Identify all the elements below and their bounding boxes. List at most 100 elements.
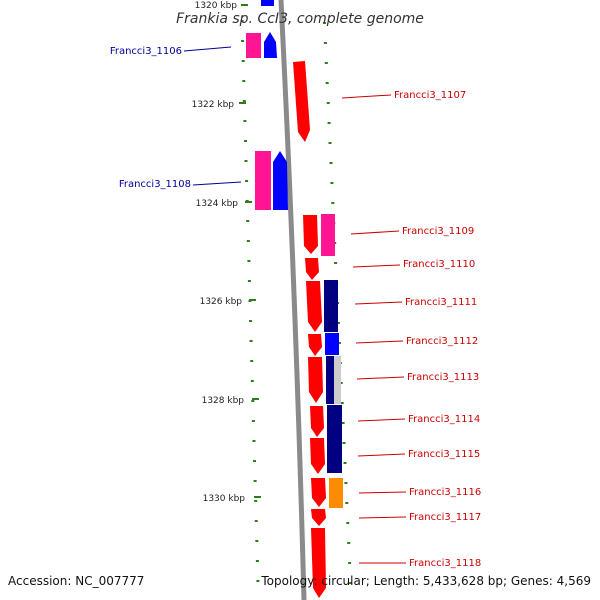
accession-text: Accession: NC_007777 [8,574,145,588]
gene-label-1108[interactable]: Francci3_1108 [119,179,191,190]
leader-1107 [341,94,392,99]
gene-label-1118[interactable]: Francci3_1118 [409,558,481,569]
gene-feature-1106-pink[interactable] [246,33,261,58]
gene-feature-1116-orange[interactable] [329,478,343,508]
gene-labels: Francci3_1106 Francci3_1107 Francci3_110… [110,46,481,569]
ruler-dot [254,520,258,522]
ruler-dot [337,342,341,344]
ruler-dot [255,560,259,562]
ruler-dot [324,62,328,64]
kbp-tick-1328 [252,398,259,400]
gene-features [246,0,343,598]
leader-1111 [354,301,403,305]
kbp-ticks: 1320 kbp 1322 kbp 1324 kbp 1326 kbp 1328… [192,1,261,504]
ruler-dot [253,480,257,482]
ruler-dot [323,42,327,44]
leader-1113 [356,376,405,380]
gene-label-1107[interactable]: Francci3_1107 [394,90,466,101]
ruler-dot [243,120,247,122]
gene-feature-1112-red[interactable] [308,334,322,356]
leader-1115 [357,453,406,457]
ruler-dot [245,180,249,182]
ruler-dot [325,82,329,84]
kbp-label-1324: 1324 kbp [196,199,239,209]
ruler-dot [242,100,246,102]
gene-feature-1112-blue[interactable] [325,333,339,355]
ruler-dot [249,340,253,342]
gene-label-1111[interactable]: Francci3_1111 [405,297,477,308]
leader-1106 [183,46,232,52]
gene-feature-1108-pink[interactable] [255,151,271,210]
leader-1108 [192,181,242,186]
ruler-dot [244,140,247,142]
ruler-dot [251,420,255,422]
gene-label-1110[interactable]: Francci3_1110 [403,259,475,270]
kbp-tick-1324 [245,201,252,203]
ruler-dot [329,162,333,164]
kbp-label-1330: 1330 kbp [203,494,246,504]
leader-1112 [355,340,404,344]
gene-feature-1107[interactable] [293,61,310,142]
gene-feature-1118[interactable] [311,528,326,598]
ruler-dot [252,440,256,442]
ruler-dot [253,460,256,462]
gene-label-1106[interactable]: Francci3_1106 [110,46,182,57]
ruler-dot [344,482,348,484]
gene-feature-1111-red[interactable] [306,281,322,332]
ruler-dot [339,382,343,384]
gene-label-1117[interactable]: Francci3_1117 [409,512,481,523]
gene-feature-1114-red[interactable] [310,406,324,437]
kbp-tick-1330 [254,496,261,498]
ruler-dot [331,202,335,204]
ruler-dot [250,360,254,362]
ruler-dot [349,582,353,584]
ruler-dot [340,402,344,404]
ruler-dot [347,542,351,544]
kbp-tick-1320 [241,4,248,6]
ruler-dot [254,500,258,502]
gene-label-1113[interactable]: Francci3_1113 [407,372,479,383]
gene-feature-1116-red[interactable] [311,478,326,507]
gene-label-1115[interactable]: Francci3_1115 [408,449,480,460]
ruler-dot [330,182,334,184]
ruler-dot [241,60,245,62]
ruler-dot [242,80,246,82]
ruler-dot [346,522,350,524]
ruler-dot [342,442,346,444]
kbp-tick-1326 [249,299,256,301]
ruler-dot [246,220,250,222]
gene-label-1116[interactable]: Francci3_1116 [409,487,481,498]
ruler-dot [255,540,259,542]
gene-label-1109[interactable]: Francci3_1109 [402,226,474,237]
gene-feature-1109-red[interactable] [303,215,318,254]
gene-feature-1108-blue[interactable] [273,151,288,210]
ruler-dot [348,562,352,564]
gene-feature-1113-red[interactable] [308,357,323,403]
ruler-dot [336,322,340,324]
ruler-dot [322,22,326,24]
gene-feature-1115-red[interactable] [310,438,325,474]
gene-feature-1110[interactable] [305,258,319,280]
left-ruler [240,20,260,582]
gene-feature-1106-blue[interactable] [264,32,277,58]
ruler-dot [327,122,331,124]
ruler-dot [247,260,251,262]
gene-feature-1111-navy[interactable] [324,280,338,332]
ruler-dot [246,240,250,242]
ruler-dot [256,580,260,582]
kbp-label-1320: 1320 kbp [195,1,238,11]
ruler-dot [240,20,244,22]
ruler-dot [241,40,245,42]
gene-feature-1113-gray[interactable] [334,356,341,404]
gene-feature-1117[interactable] [311,509,326,526]
gene-feature-1114-navy[interactable] [327,405,342,473]
leader-1117 [358,516,407,519]
ruler-dot [250,380,254,382]
gene-feature-1109-pink[interactable] [321,214,335,256]
ruler-dot [343,462,347,464]
gene-feature-1113-navy[interactable] [326,356,334,404]
gene-label-1112[interactable]: Francci3_1112 [406,336,478,347]
gene-feature-partial[interactable] [261,0,274,6]
ruler-dot [345,502,349,504]
gene-label-1114[interactable]: Francci3_1114 [408,414,480,425]
